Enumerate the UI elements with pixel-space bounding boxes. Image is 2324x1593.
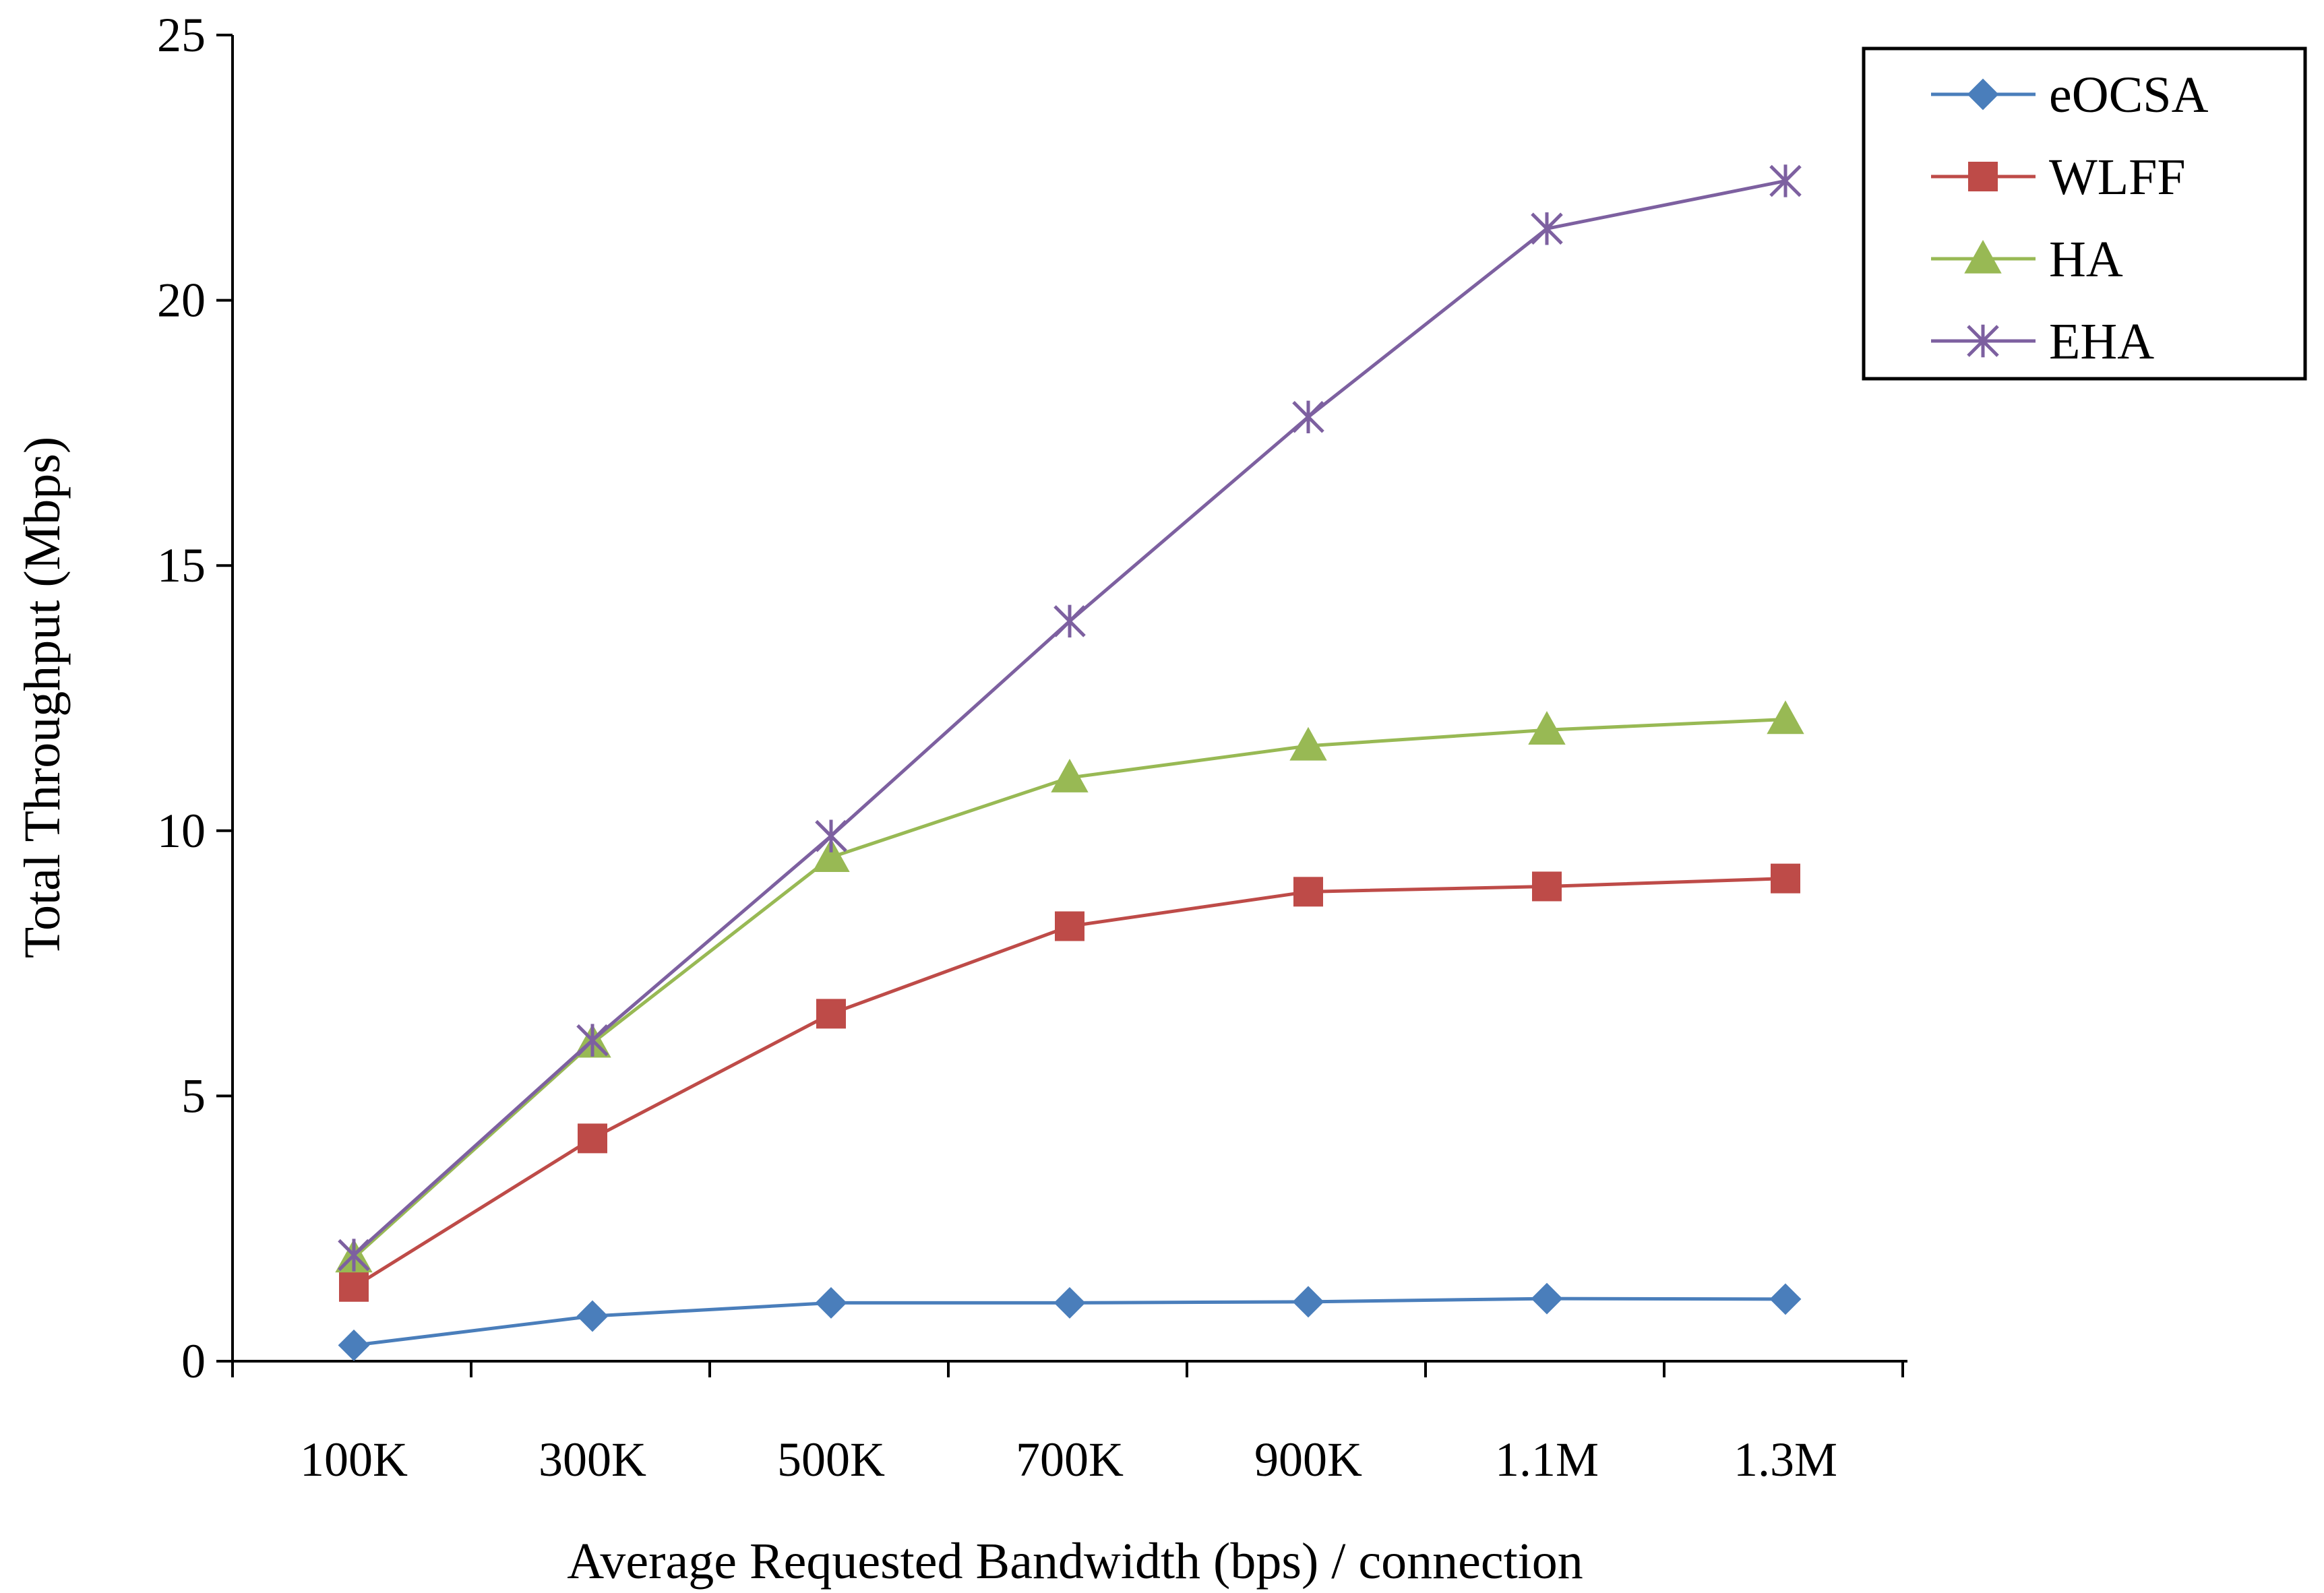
- y-tick-label: 15: [157, 538, 206, 592]
- data-point-eha: [1053, 604, 1086, 638]
- y-tick-label: 5: [181, 1069, 206, 1123]
- y-axis-title: Total Throughput (Mbps): [14, 437, 71, 958]
- axis-labels: Total Throughput (Mbps) Average Requeste…: [14, 8, 1837, 1590]
- data-point-eocsa: [1292, 1286, 1324, 1318]
- legend-label: eOCSA: [2049, 67, 2209, 123]
- axes: [216, 34, 1907, 1377]
- y-tick-label: 20: [157, 274, 206, 327]
- x-tick-label: 1.1M: [1495, 1433, 1599, 1487]
- legend-marker: [1968, 162, 1998, 191]
- x-axis-title: Average Requested Bandwidth (bps) / conn…: [567, 1533, 1583, 1590]
- data-point-ha: [1528, 711, 1566, 745]
- x-tick-label: 300K: [539, 1433, 646, 1487]
- data-point-ha: [1767, 700, 1804, 735]
- legend-label: WLFF: [2049, 149, 2186, 206]
- y-tick-label: 25: [157, 8, 206, 62]
- data-point-wlff: [1532, 871, 1562, 902]
- data-point-wlff: [339, 1272, 369, 1302]
- legend-label: HA: [2049, 231, 2123, 288]
- data-point-eha: [338, 1239, 370, 1272]
- data-point-ha: [1289, 726, 1327, 761]
- data-point-wlff: [816, 999, 846, 1029]
- legend-item-eocsa: eOCSA: [1931, 67, 2209, 123]
- series-line-ha: [353, 717, 1786, 1259]
- x-tick-label: 1.3M: [1734, 1433, 1837, 1487]
- data-point-eha: [815, 819, 847, 852]
- series-wlff: [339, 863, 1800, 1302]
- series-eha: [338, 164, 1802, 1272]
- legend-item-ha: HA: [1931, 231, 2123, 288]
- legend: eOCSA WLFF HA EHA: [1862, 46, 2307, 381]
- data-point-eha: [1531, 212, 1563, 245]
- data-point-eocsa: [1769, 1283, 1802, 1315]
- series-group: [335, 164, 1804, 1361]
- x-tick-label: 100K: [300, 1433, 408, 1487]
- data-point-wlff: [578, 1123, 607, 1154]
- data-point-eha: [576, 1024, 609, 1057]
- y-tick-label: 10: [157, 804, 206, 858]
- data-point-ha: [1051, 759, 1089, 792]
- series-line-eha: [353, 179, 1786, 1257]
- x-tick-label: 500K: [777, 1433, 885, 1487]
- x-tick-label: 700K: [1016, 1433, 1124, 1487]
- x-tick-label: 900K: [1254, 1433, 1362, 1487]
- legend-item-wlff: WLFF: [1931, 149, 2186, 206]
- legend-marker: [1967, 324, 1999, 358]
- data-point-wlff: [1055, 911, 1084, 941]
- data-point-eocsa: [1531, 1282, 1563, 1315]
- legend-box: [1862, 46, 2307, 381]
- data-point-wlff: [1771, 863, 1800, 894]
- data-point-ha: [812, 838, 850, 872]
- legend-label: EHA: [2049, 313, 2154, 370]
- series-eocsa: [338, 1282, 1802, 1361]
- legend-marker: [1967, 78, 1999, 111]
- data-point-wlff: [1293, 877, 1323, 907]
- y-tick-label: 0: [181, 1334, 206, 1388]
- data-point-eha: [1292, 400, 1324, 433]
- data-point-eha: [1769, 164, 1802, 197]
- data-point-eocsa: [338, 1329, 370, 1361]
- data-point-eocsa: [815, 1286, 847, 1319]
- series-ha: [335, 700, 1804, 1273]
- data-point-eocsa: [576, 1300, 609, 1332]
- legend-marker: [1964, 239, 2002, 274]
- data-point-eocsa: [1053, 1286, 1086, 1319]
- legend-item-eha: EHA: [1931, 313, 2154, 370]
